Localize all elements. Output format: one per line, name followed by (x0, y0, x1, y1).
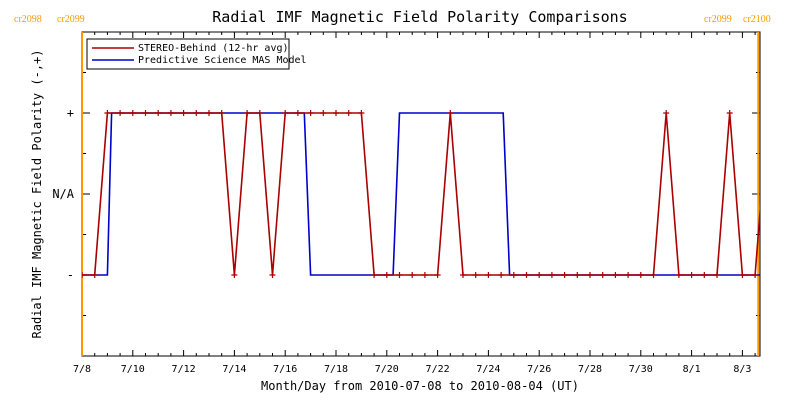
x-tick-label: 7/12 (172, 364, 196, 375)
series-point (142, 110, 149, 116)
series-0 (82, 110, 760, 278)
series-point (294, 110, 301, 116)
x-tick-label: 7/28 (578, 364, 602, 375)
x-tick-label: 7/8 (73, 364, 91, 375)
series-point (396, 272, 403, 278)
chart-title: Radial IMF Magnetic Field Polarity Compa… (212, 8, 627, 26)
series-layer (82, 110, 760, 278)
series-point (358, 110, 365, 116)
series-point (637, 272, 644, 278)
series-point (739, 272, 746, 278)
series-point (688, 272, 695, 278)
x-tick-label: 8/3 (733, 364, 751, 375)
series-point (345, 110, 352, 116)
series-point (510, 272, 517, 278)
series-point (421, 272, 428, 278)
series-point (548, 272, 555, 278)
legend-label-stereo: STEREO-Behind (12-hr avg) (138, 43, 289, 54)
x-tick-label: 7/26 (527, 364, 551, 375)
series-point (675, 272, 682, 278)
y-axis: - N/A + (52, 31, 760, 357)
series-point (574, 272, 581, 278)
series-point (307, 110, 314, 116)
series-point (714, 272, 720, 278)
series-point (371, 272, 378, 278)
series-line (82, 112, 760, 276)
series-point (218, 110, 225, 116)
carrington-left-label: cr2098 (14, 14, 42, 25)
carrington-right-label: cr2099 (57, 14, 85, 25)
series-point (383, 272, 390, 278)
series-point (167, 110, 174, 116)
series-point (434, 272, 441, 278)
y-tick-label: + (67, 106, 74, 120)
series-point (269, 272, 276, 278)
legend-label-mas: Predictive Science MAS Model (138, 55, 307, 66)
series-line (82, 112, 760, 276)
carrington-right-label: cr2100 (743, 14, 771, 25)
series-point (447, 110, 454, 116)
series-point (333, 110, 339, 116)
x-tick-label: 7/24 (476, 364, 500, 375)
legend: STEREO-Behind (12-hr avg) Predictive Sci… (86, 38, 307, 70)
series-point (726, 110, 733, 116)
series-point (256, 110, 263, 116)
plot-frame (81, 31, 761, 357)
series-point (206, 110, 212, 116)
x-axis-label: Month/Day from 2010-07-08 to 2010-08-04 … (261, 379, 579, 393)
series-point (663, 110, 670, 116)
series-point (82, 272, 85, 278)
x-axis: 7/8 7/10 7/12 7/14 7/16 7/18 7/20 7/22 7/24 7/26 7… (73, 32, 756, 375)
series-point (536, 272, 543, 278)
x-tick-label: 7/18 (324, 364, 348, 375)
series-point (498, 272, 505, 278)
series-point (104, 110, 111, 116)
series-point (599, 272, 606, 278)
series-point (460, 272, 466, 278)
series-point (561, 272, 568, 278)
x-tick-label: 7/22 (426, 364, 450, 375)
carrington-left-label: cr2099 (704, 14, 732, 25)
series-point (701, 272, 708, 278)
series-point (485, 272, 492, 278)
series-point (320, 110, 327, 116)
x-tick-label: 7/20 (375, 364, 399, 375)
legend-box (86, 38, 290, 70)
series-point (587, 272, 593, 278)
y-tick-label: N/A (52, 187, 74, 201)
y-axis-label: Radial IMF Magnetic Field Polarity (-,+) (30, 50, 44, 339)
x-tick-label: 7/16 (273, 364, 297, 375)
series-point (612, 272, 619, 278)
series-point (129, 110, 136, 116)
series-point (523, 272, 530, 278)
carrington-lines (81, 32, 760, 356)
series-point (231, 272, 238, 278)
series-point (650, 272, 657, 278)
series-point (282, 110, 289, 116)
series-1 (82, 112, 760, 276)
series-point (155, 110, 162, 116)
series-point (91, 272, 98, 278)
series-point (117, 110, 124, 116)
x-tick-label: 7/10 (121, 364, 145, 375)
x-tick-label: 8/1 (683, 364, 701, 375)
x-tick-label: 7/14 (222, 364, 246, 375)
series-point (244, 110, 251, 116)
x-tick-label: 7/30 (629, 364, 653, 375)
y-tick-label: - (67, 268, 74, 282)
series-point (193, 110, 200, 116)
series-point (752, 272, 759, 278)
series-point (180, 110, 187, 116)
series-point (625, 272, 632, 278)
series-point (472, 272, 479, 278)
series-point (409, 272, 416, 278)
